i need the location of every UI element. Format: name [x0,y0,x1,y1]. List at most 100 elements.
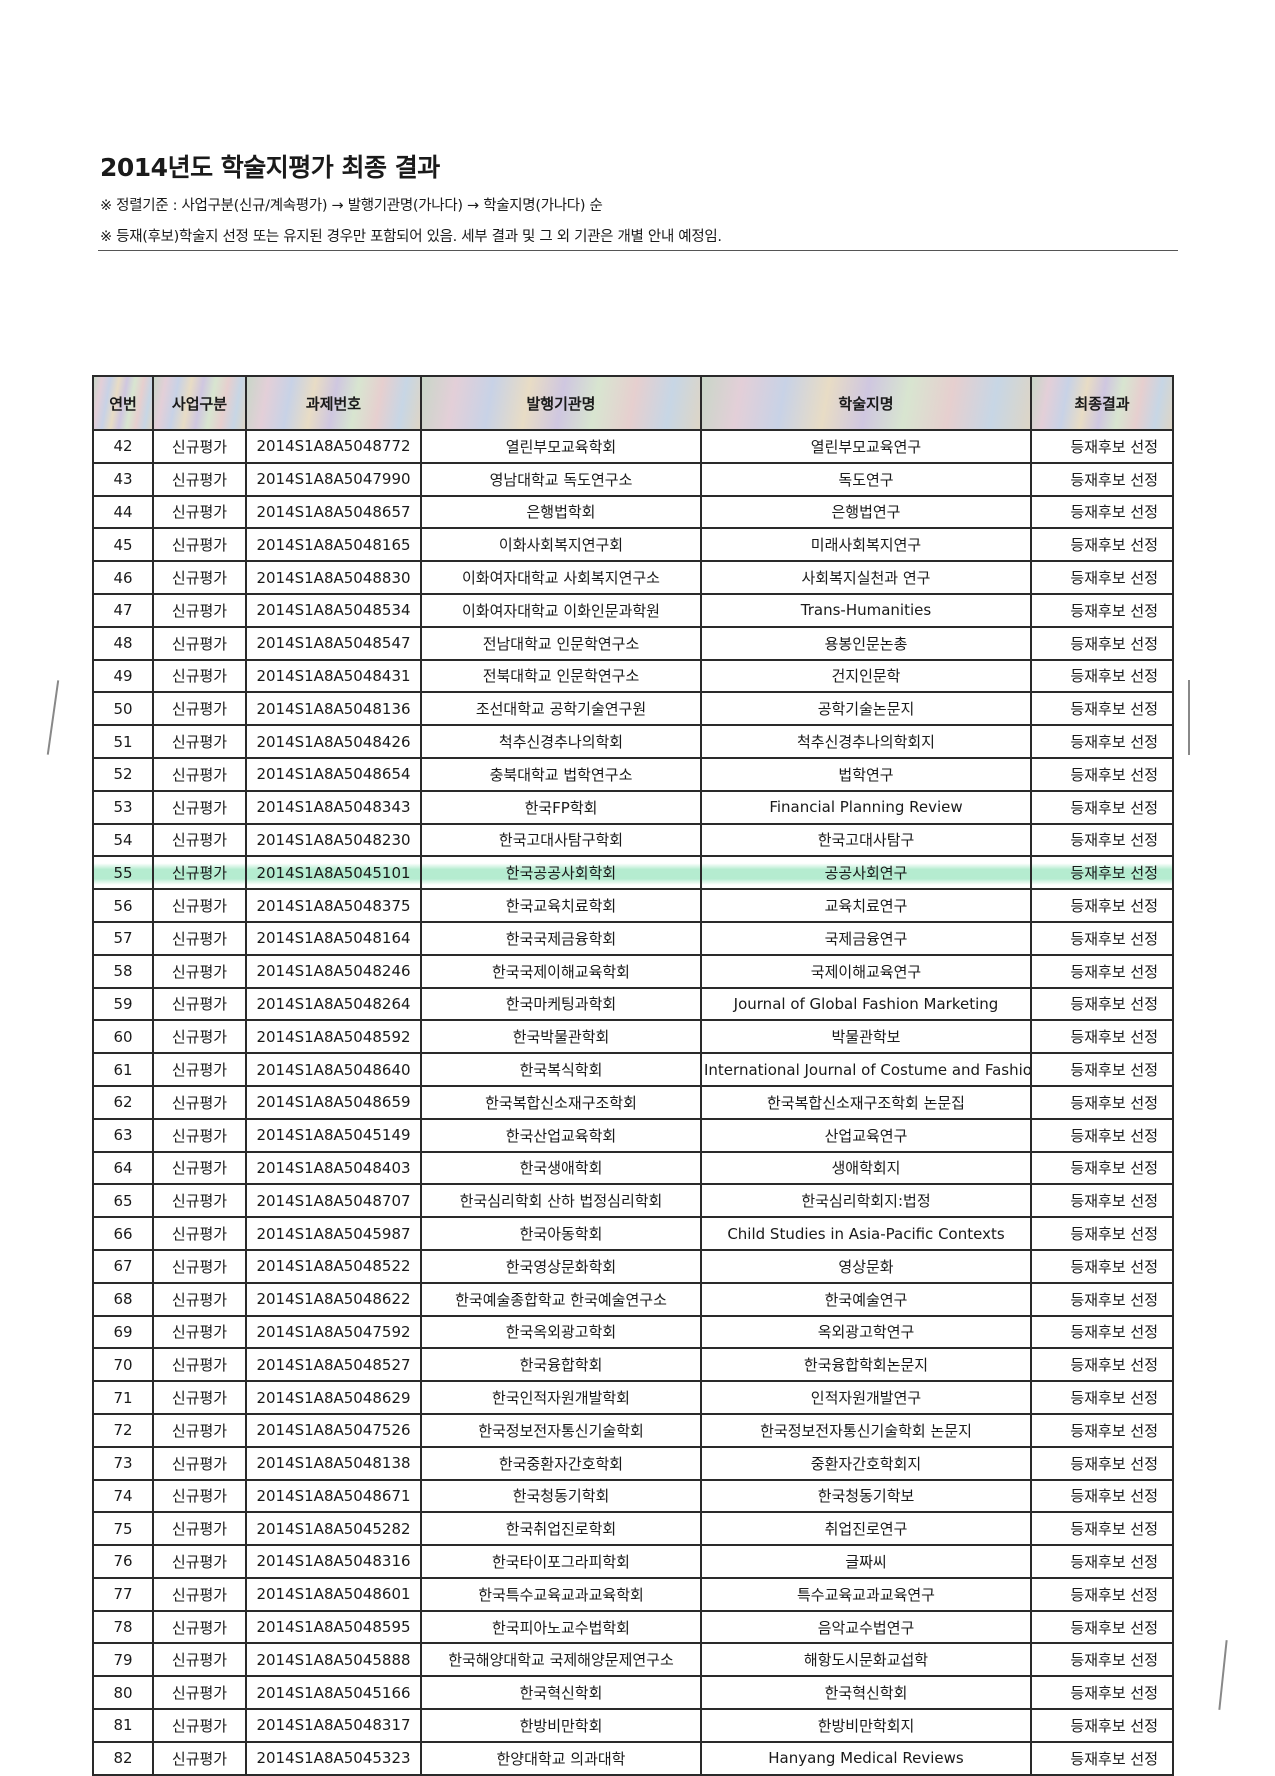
journal-cell: Trans-Humanities [700,592,1032,628]
business-type-cell: 신규평가 [152,1445,247,1481]
business-type-cell: 신규평가 [152,1216,247,1251]
final-result-cell: 등재후보 선정 [1030,1511,1174,1547]
serial-cell: 57 [92,920,154,956]
table-row: 72 신규평가 2014S1A8A5047526 한국정보전자통신기술학회 한국정보전자… [92,1412,1174,1448]
table-row: 63 신규평가 2014S1A8A5045149 한국산업교육학회 산업교육연구 등재후보… [92,1117,1174,1153]
serial-cell: 73 [92,1445,154,1481]
journal-cell: 한국복합신소재구조학회 논문집 [700,1084,1032,1120]
journal-cell: Child Studies in Asia-Pacific Contexts [700,1216,1032,1251]
project-number-cell: 2014S1A8A5048659 [245,1084,422,1120]
serial-cell: 65 [92,1183,154,1219]
project-number-cell: 2014S1A8A5048527 [245,1347,422,1383]
table-row: 67 신규평가 2014S1A8A5048522 한국영상문화학회 영상문화 등재후보 선… [92,1248,1174,1284]
final-result-cell: 등재후보 선정 [1030,429,1174,464]
table-row: 46 신규평가 2014S1A8A5048830 이화여자대학교 사회복지연구소 사회복… [92,560,1174,595]
journal-cell: 공학기술논문지 [700,691,1032,727]
project-number-cell: 2014S1A8A5048164 [245,920,422,956]
inclusion-note: ※ 등재(후보)학술지 선정 또는 유지된 경우만 포함되어 있음. 세부 결과… [100,229,722,245]
page-title: 2014년도 학술지평가 최종 결과 [100,153,440,182]
table-row: 45 신규평가 2014S1A8A5048165 이화사회복지연구회 미래사회복지연구 등… [92,527,1174,563]
journal-cell: 중환자간호학회지 [700,1445,1032,1481]
journal-cell: 한국고대사탐구 [700,822,1032,858]
journal-cell: 공공사회연구 [700,855,1032,891]
final-result-cell: 등재후보 선정 [1030,1117,1174,1153]
project-number-cell: 2014S1A8A5048595 [245,1609,422,1645]
business-type-cell: 신규평가 [152,822,247,858]
project-number-cell: 2014S1A8A5048403 [245,1150,422,1186]
table-row: 58 신규평가 2014S1A8A5048246 한국국제이해교육학회 국제이해교육연구… [92,953,1174,989]
final-result-cell: 등재후보 선정 [1030,724,1174,759]
journal-cell: 건지인문학 [700,658,1032,694]
final-result-cell: 등재후보 선정 [1030,1084,1174,1120]
journal-cell: International Journal of Costume and Fas… [700,1052,1032,1087]
table-row: 66 신규평가 2014S1A8A5045987 한국아동학회 Child Studie… [92,1216,1174,1251]
table-row: 68 신규평가 2014S1A8A5048622 한국예술종합학교 한국예술연구소 한국… [92,1281,1174,1317]
project-number-cell: 2014S1A8A5048534 [245,592,422,628]
final-result-cell: 등재후보 선정 [1030,1642,1174,1678]
serial-cell: 81 [92,1708,154,1743]
final-result-cell: 등재후보 선정 [1030,1052,1174,1087]
business-type-cell: 신규평가 [152,1576,247,1612]
final-result-cell: 등재후보 선정 [1030,1248,1174,1284]
publisher-cell: 한국예술종합학교 한국예술연구소 [420,1281,702,1317]
serial-cell: 42 [92,429,154,464]
business-type-cell: 신규평가 [152,1150,247,1186]
serial-cell: 66 [92,1216,154,1251]
project-number-cell: 2014S1A8A5048547 [245,625,422,661]
project-number-cell: 2014S1A8A5045323 [245,1740,422,1776]
final-result-cell: 등재후보 선정 [1030,1478,1174,1514]
journal-cell: 해항도시문화교섭학 [700,1642,1032,1678]
project-number-cell: 2014S1A8A5048316 [245,1544,422,1579]
business-type-cell: 신규평가 [152,1380,247,1415]
business-type-cell: 신규평가 [152,1511,247,1547]
journal-cell: 은행법연구 [700,494,1032,530]
project-number-cell: 2014S1A8A5048343 [245,789,422,825]
header-publisher: 발행기관명 [420,375,702,431]
serial-cell: 62 [92,1084,154,1120]
table-row: 70 신규평가 2014S1A8A5048527 한국융합학회 한국융합학회논문지 등재후… [92,1347,1174,1383]
header-serial: 연번 [92,375,154,431]
final-result-cell: 등재후보 선정 [1030,920,1174,956]
business-type-cell: 신규평가 [152,1052,247,1087]
staple-mark [1188,680,1190,755]
serial-cell: 55 [92,855,154,891]
journal-cell: 산업교육연구 [700,1117,1032,1153]
final-result-cell: 등재후보 선정 [1030,461,1174,497]
header-project-number: 과제번호 [245,375,422,431]
serial-cell: 67 [92,1248,154,1284]
business-type-cell: 신규평가 [152,1544,247,1579]
journal-cell: 열린부모교육연구 [700,429,1032,464]
business-type-cell: 신규평가 [152,1740,247,1776]
results-table: 연번 사업구분 과제번호 발행기관명 학술지명 최종결과 42 신규평가 2014S… [92,375,1174,1776]
table-row: 80 신규평가 2014S1A8A5045166 한국혁신학회 한국혁신학회 등재후보 선… [92,1675,1174,1711]
project-number-cell: 2014S1A8A5048640 [245,1052,422,1087]
serial-cell: 59 [92,986,154,1022]
business-type-cell: 신규평가 [152,461,247,497]
serial-cell: 43 [92,461,154,497]
serial-cell: 63 [92,1117,154,1153]
publisher-cell: 한국해양대학교 국제해양문제연구소 [420,1642,702,1678]
project-number-cell: 2014S1A8A5048246 [245,953,422,989]
table-row: 71 신규평가 2014S1A8A5048629 한국인적자원개발학회 인적자원개발연구… [92,1380,1174,1415]
publisher-cell: 한국아동학회 [420,1216,702,1251]
publisher-cell: 열린부모교육학회 [420,429,702,464]
business-type-cell: 신규평가 [152,953,247,989]
serial-cell: 60 [92,1019,154,1055]
final-result-cell: 등재후보 선정 [1030,1380,1174,1415]
business-type-cell: 신규평가 [152,592,247,628]
journal-cell: 척추신경추나의학회지 [700,724,1032,759]
project-number-cell: 2014S1A8A5048601 [245,1576,422,1612]
journal-cell: 한국청동기학보 [700,1478,1032,1514]
project-number-cell: 2014S1A8A5048317 [245,1708,422,1743]
publisher-cell: 이화여자대학교 사회복지연구소 [420,560,702,595]
table-row: 81 신규평가 2014S1A8A5048317 한방비만학회 한방비만학회지 등재후보 … [92,1708,1174,1743]
publisher-cell: 한국피아노교수법학회 [420,1609,702,1645]
project-number-cell: 2014S1A8A5047526 [245,1412,422,1448]
publisher-cell: 한국생애학회 [420,1150,702,1186]
table-row: 79 신규평가 2014S1A8A5045888 한국해양대학교 국제해양문제연구소 해… [92,1642,1174,1678]
publisher-cell: 한국마케팅과학회 [420,986,702,1022]
business-type-cell: 신규평가 [152,1117,247,1153]
table-row: 69 신규평가 2014S1A8A5047592 한국옥외광고학회 옥외광고학연구 등재후… [92,1314,1174,1350]
project-number-cell: 2014S1A8A5048138 [245,1445,422,1481]
publisher-cell: 한양대학교 의과대학 [420,1740,702,1776]
